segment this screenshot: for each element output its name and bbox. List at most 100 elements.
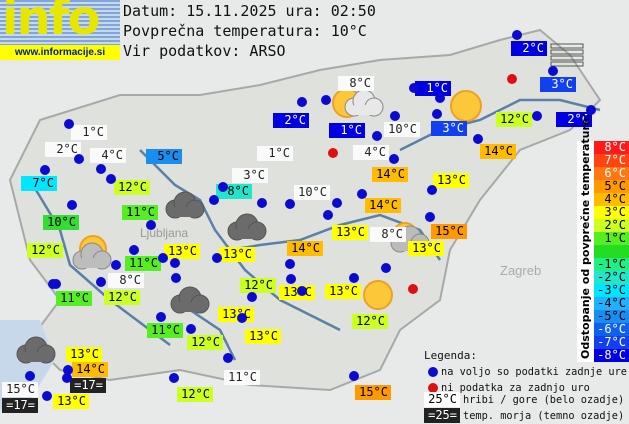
station-temp-label: 13°C: [66, 347, 102, 362]
station-dot[interactable]: [64, 119, 74, 129]
station-dot-nodata[interactable]: [328, 148, 338, 158]
station-dot[interactable]: [25, 371, 35, 381]
station-dot[interactable]: [372, 131, 382, 141]
station-dot[interactable]: [548, 66, 558, 76]
station-dot[interactable]: [381, 263, 391, 273]
station-dot[interactable]: [156, 312, 166, 322]
station-temp-label: 13°C: [164, 244, 200, 259]
station-dot[interactable]: [427, 185, 437, 195]
station-dot[interactable]: [435, 93, 445, 103]
station-dot[interactable]: [285, 199, 295, 209]
station-dot[interactable]: [40, 165, 50, 175]
station-dot-nodata[interactable]: [507, 74, 517, 84]
station-dot-nodata[interactable]: [408, 284, 418, 294]
station-temp-label: 11°C: [122, 205, 158, 220]
station-temp-label: 1°C: [257, 146, 293, 161]
station-dot[interactable]: [586, 105, 596, 115]
station-dot[interactable]: [218, 182, 228, 192]
station-dot[interactable]: [62, 373, 72, 383]
station-temp-label: 2°C: [556, 112, 592, 127]
scale-step: [594, 245, 629, 258]
station-temp-label: 13°C: [53, 394, 89, 409]
station-temp-label: 4°C: [353, 145, 389, 160]
station-temp-label: 10°C: [294, 185, 330, 200]
station-dot[interactable]: [532, 111, 542, 121]
station-temp-label: 3°C: [232, 168, 268, 183]
sun-icon: [363, 280, 393, 310]
station-temp-label: 14°C: [480, 144, 516, 159]
station-dot[interactable]: [74, 154, 84, 164]
station-dot[interactable]: [96, 164, 106, 174]
scale-step: 6°C: [594, 167, 629, 180]
station-temp-label: 12°C: [27, 243, 63, 258]
cloud-icon: [165, 191, 205, 219]
station-dot[interactable]: [67, 200, 77, 210]
station-dot[interactable]: [171, 273, 181, 283]
station-dot[interactable]: [247, 292, 257, 302]
fog-icon: [550, 61, 584, 67]
station-temp-label: 12°C: [177, 387, 213, 402]
station-temp-label: 2°C: [273, 113, 309, 128]
station-dot[interactable]: [237, 313, 247, 323]
scale-step: 7°C: [594, 154, 629, 167]
station-dot[interactable]: [409, 83, 419, 93]
station-dot[interactable]: [286, 274, 296, 284]
station-dot[interactable]: [146, 220, 156, 230]
station-dot[interactable]: [432, 109, 442, 119]
scale-step: -7°C: [594, 336, 629, 349]
station-temp-label: 1°C: [415, 81, 451, 96]
station-dot[interactable]: [170, 258, 180, 268]
station-dot[interactable]: [106, 174, 116, 184]
station-dot[interactable]: [349, 371, 359, 381]
station-dot[interactable]: [349, 273, 359, 283]
station-temp-label: 11°C: [147, 323, 183, 338]
station-temp-label: 13°C: [433, 173, 469, 188]
station-dot[interactable]: [297, 286, 307, 296]
station-temp-label: =17=: [70, 378, 106, 393]
station-dot[interactable]: [257, 198, 267, 208]
scale-step: -1°C: [594, 258, 629, 271]
scale-step: 2°C: [594, 219, 629, 232]
station-dot[interactable]: [111, 260, 121, 270]
station-dot[interactable]: [42, 391, 52, 401]
station-dot[interactable]: [186, 324, 196, 334]
logo-url[interactable]: www.informacije.si: [0, 45, 120, 60]
station-dot[interactable]: [169, 373, 179, 383]
station-dot[interactable]: [357, 189, 367, 199]
station-dot[interactable]: [321, 95, 331, 105]
scale-step: -8°C: [594, 349, 629, 362]
station-dot[interactable]: [63, 365, 73, 375]
scale-title: Odstopanje od povprečne temperature:: [577, 113, 594, 362]
station-dot[interactable]: [209, 195, 219, 205]
cloud-icon: [227, 213, 267, 241]
logo[interactable]: info www.informacije.si: [0, 0, 120, 60]
station-dot[interactable]: [297, 97, 307, 107]
station-dot[interactable]: [158, 253, 168, 263]
station-temp-label: 1°C: [71, 125, 107, 140]
station-dot[interactable]: [389, 154, 399, 164]
station-temp-label: 1°C: [329, 123, 365, 138]
station-dot[interactable]: [512, 30, 522, 40]
scale-step: 8°C: [594, 141, 629, 154]
station-dot[interactable]: [473, 134, 483, 144]
station-dot[interactable]: [332, 198, 342, 208]
station-dot[interactable]: [285, 259, 295, 269]
station-dot[interactable]: [425, 212, 435, 222]
station-dot[interactable]: [323, 210, 333, 220]
station-temp-label: 7°C: [21, 176, 57, 191]
station-dot[interactable]: [212, 253, 222, 263]
station-dot[interactable]: [48, 279, 58, 289]
scale-step: -3°C: [594, 284, 629, 297]
legend-blue: na voljo so podatki zadnje ure: [441, 366, 627, 378]
fog-icon: [550, 55, 584, 61]
station-dot[interactable]: [390, 111, 400, 121]
station-temp-label: 13°C: [245, 329, 281, 344]
station-temp-label: 8°C: [338, 76, 374, 91]
station-dot[interactable]: [223, 353, 233, 363]
station-temp-label: 10°C: [384, 122, 420, 137]
station-temp-label: 4°C: [90, 148, 126, 163]
station-dot[interactable]: [96, 277, 106, 287]
logo-text: info: [2, 0, 100, 46]
avg-temp-line: Povprečna temperatura: 10°C: [123, 22, 367, 40]
station-dot[interactable]: [129, 245, 139, 255]
